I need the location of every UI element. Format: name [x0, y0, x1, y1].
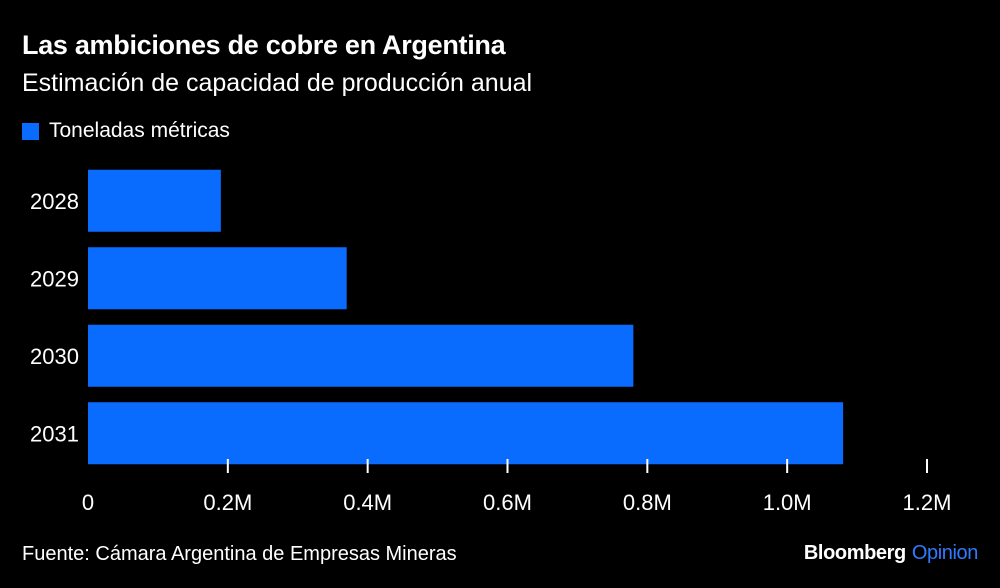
x-tick-label: 0.2M	[203, 490, 252, 515]
legend-label: Toneladas métricas	[49, 119, 230, 142]
y-tick-label-2029: 2029	[30, 266, 79, 291]
x-tick-label: 1.2M	[903, 490, 952, 515]
x-tick-label: 0.8M	[623, 490, 672, 515]
brand-logo: Bloomberg Opinion	[803, 542, 979, 565]
bar-2030	[88, 324, 634, 387]
legend: Toneladas métricas	[22, 119, 230, 143]
bar-2029	[88, 247, 347, 310]
legend-swatch	[22, 122, 39, 140]
chart-title: Las ambiciones de cobre en Argentina	[22, 30, 506, 60]
x-tick-label: 1.0M	[763, 490, 812, 515]
source-note: Fuente: Cámara Argentina de Empresas Min…	[22, 543, 457, 565]
brand-suffix: Opinion	[911, 542, 979, 564]
brand-name: Bloomberg	[803, 542, 906, 564]
bar-2028	[88, 169, 221, 232]
x-tick-label: 0.6M	[483, 490, 532, 515]
y-tick-label-2030: 2030	[30, 344, 79, 369]
x-tick-label: 0.4M	[343, 490, 392, 515]
y-tick-label-2031: 2031	[30, 421, 79, 446]
bar-2031	[88, 402, 844, 465]
chart-subtitle: Estimación de capacidad de producción an…	[22, 69, 533, 97]
y-tick-label-2028: 2028	[30, 189, 79, 214]
x-tick-label: 0	[82, 490, 94, 515]
